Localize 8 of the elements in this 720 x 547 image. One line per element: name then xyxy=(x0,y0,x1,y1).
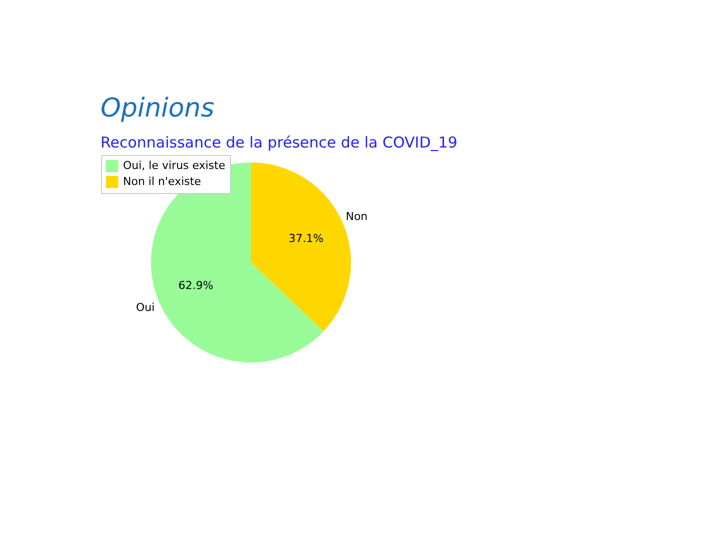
text: Oui xyxy=(136,300,155,314)
chart-subtitle: Reconnaissance de la présence de la COVID_19 xyxy=(100,134,458,152)
legend-label: Oui, le virus existe xyxy=(123,159,226,172)
legend-label: Non il n'existe xyxy=(123,175,202,188)
text: Non xyxy=(346,210,368,224)
data-label: 37.1% xyxy=(288,232,324,245)
chart-title: Opinions xyxy=(100,94,214,124)
data-label: 62.9% xyxy=(178,279,214,292)
